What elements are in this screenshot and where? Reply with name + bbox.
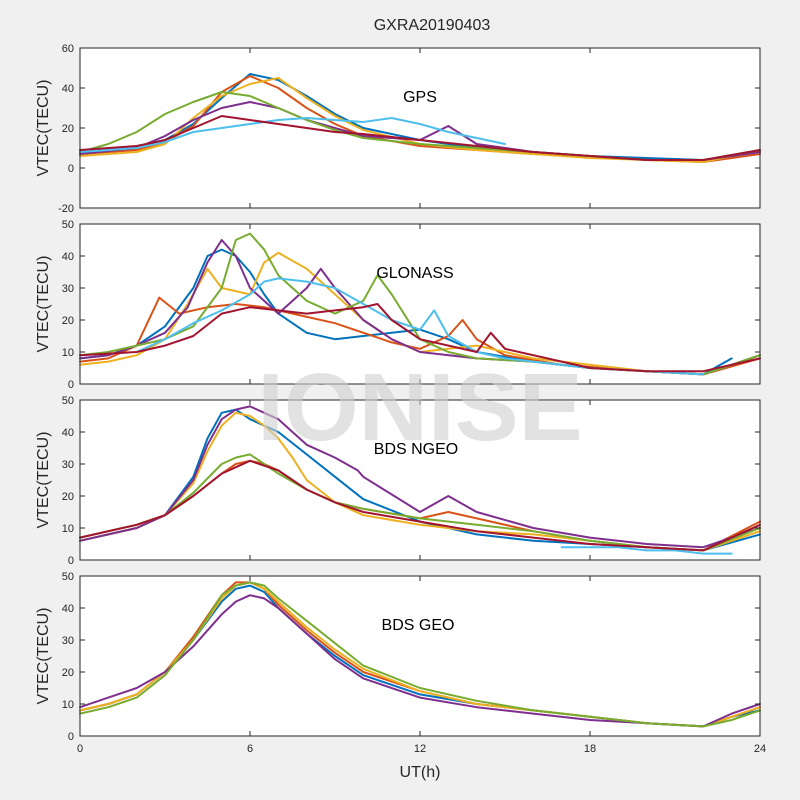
figure-title: GXRA20190403 <box>374 17 491 34</box>
x-tick-label: 0 <box>77 743 83 755</box>
y-tick-label: 20 <box>62 315 74 327</box>
series-line-6 <box>560 546 733 555</box>
y-tick-label: 40 <box>62 603 74 615</box>
y-tick-label: 30 <box>62 635 74 647</box>
y-tick-label: 0 <box>68 555 74 567</box>
panel-4: 0 6 12 18 24 0 10 20 30 40 50 VTEC(TECU) BDS GEO <box>35 571 766 755</box>
panel-label: BDS NGEO <box>374 441 458 458</box>
y-tick-label: 20 <box>62 667 74 679</box>
series-line-7 <box>79 115 761 161</box>
panel-1: -20 0 20 40 60 VTEC(TECU) GPS <box>35 43 761 215</box>
series-group <box>79 232 761 376</box>
panel-2: 0 10 20 30 40 50 VTEC(TECU) GLONASS <box>35 219 761 391</box>
series-group <box>79 73 761 163</box>
series-line-7 <box>79 303 761 373</box>
y-axis-label: VTEC(TECU) <box>35 432 52 529</box>
x-tick-label: 12 <box>414 743 426 755</box>
panel-label: BDS GEO <box>382 617 455 634</box>
x-tick-label: 6 <box>247 743 253 755</box>
panel-label: GLONASS <box>376 265 453 282</box>
x-tick-label: 18 <box>584 743 596 755</box>
series-line-6 <box>79 117 506 153</box>
plot-area <box>80 224 760 384</box>
series-line-6 <box>135 277 705 376</box>
y-tick-label: 50 <box>62 395 74 407</box>
series-line-5 <box>79 581 761 728</box>
y-tick-label: 10 <box>62 523 74 535</box>
watermark: IONISE <box>257 354 582 461</box>
y-tick-label: 50 <box>62 571 74 583</box>
series-line-4 <box>79 405 761 549</box>
series-line-3 <box>79 77 761 163</box>
x-tick-label: 24 <box>754 743 766 755</box>
series-line-7 <box>79 459 761 552</box>
y-tick-label: 40 <box>62 427 74 439</box>
y-tick-label: 60 <box>62 43 74 55</box>
y-tick-label: 20 <box>62 123 74 135</box>
y-axis-label: VTEC(TECU) <box>35 256 52 353</box>
y-axis-label: VTEC(TECU) <box>35 80 52 177</box>
y-tick-label: 50 <box>62 219 74 231</box>
series-group <box>79 581 761 728</box>
y-tick-label: 0 <box>68 379 74 391</box>
y-tick-label: 40 <box>62 83 74 95</box>
y-tick-label: 30 <box>62 459 74 471</box>
y-tick-label: 30 <box>62 283 74 295</box>
plot-area <box>80 576 760 736</box>
y-tick-label: 10 <box>62 347 74 359</box>
y-tick-label: 0 <box>68 163 74 175</box>
series-group <box>79 405 761 555</box>
series-line-3 <box>79 411 761 552</box>
y-axis-label: VTEC(TECU) <box>35 608 52 705</box>
panel-label: GPS <box>403 89 437 106</box>
y-tick-label: -20 <box>58 203 74 215</box>
y-tick-label: 10 <box>62 699 74 711</box>
y-tick-label: 40 <box>62 251 74 263</box>
y-tick-label: 20 <box>62 491 74 503</box>
y-tick-label: 0 <box>68 731 74 743</box>
x-axis-label: UT(h) <box>400 764 441 781</box>
panel-3: 0 10 20 30 40 50 VTEC(TECU) BDS NGEO <box>35 395 761 567</box>
